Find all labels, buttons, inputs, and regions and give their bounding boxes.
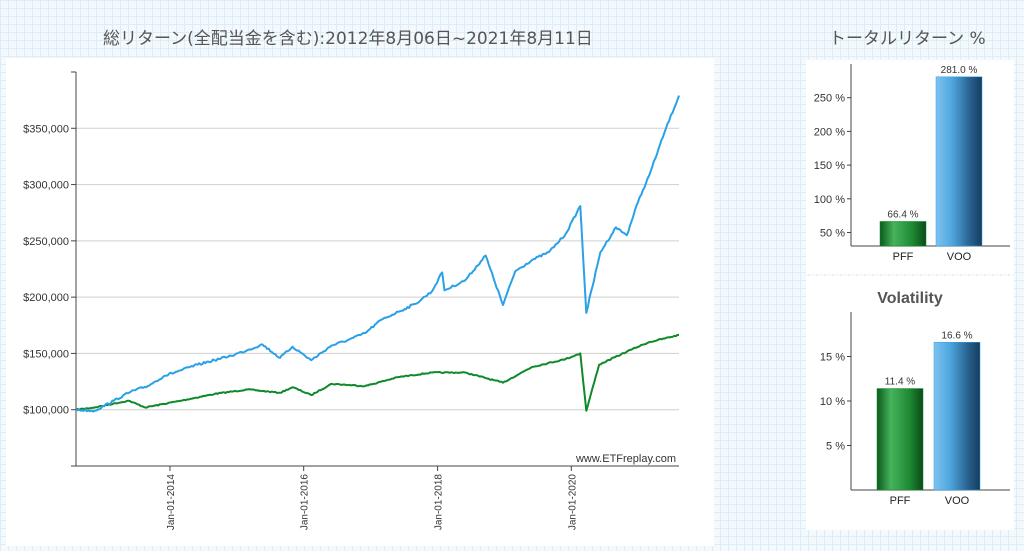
y-tick-label: 15 % [820,352,845,364]
growth-y-axis: $100,000 $150,000 $200,000 $250,000 $300,000… [23,123,76,417]
bar-voo [933,342,981,491]
y-tick-label: 150 % [814,160,845,172]
data-label-voo: 281.0 % [941,65,978,76]
y-tick-label: $200,000 [23,292,69,304]
bar-voo [935,76,983,247]
total-return-chart: 50 % 100 % 150 % 200 % 250 % 66.4 % PFF 281.0 %… [814,64,1010,263]
y-tick-label: 5 % [826,441,845,453]
growth-chart: $100,000 $150,000 $200,000 $250,000 $300,000… [23,71,680,530]
y-tick-label: $150,000 [23,348,69,360]
x-tick-label: Jan-01-2018 [434,474,445,531]
x-tick-label: Jan-01-2016 [300,474,311,531]
y-tick-label: $350,000 [23,123,69,135]
category-label-pff: PFF [890,495,911,507]
bar-pff [879,221,927,247]
x-tick-label: Jan-01-2014 [166,474,177,531]
y-tick-label: 50 % [820,228,845,240]
y-tick-label: $250,000 [23,236,69,248]
volatility-chart: Volatility 5 % 10 % 15 % 11.4 % PFF 16.6 % VOO [820,290,1010,507]
watermark: www.ETFreplay.com [575,453,676,465]
growth-x-axis: Jan-01-2014 Jan-01-2016 Jan-01-2018 Jan-01-… [166,466,578,530]
total-return-panel: 50 % 100 % 150 % 200 % 250 % 66.4 % PFF 281.0 %… [806,60,1014,274]
growth-gridlines [76,127,679,411]
category-label-pff: PFF [893,251,914,263]
volatility-panel: Volatility 5 % 10 % 15 % 11.4 % PFF 16.6 % VOO [806,276,1014,530]
bar-pff [876,388,924,491]
y-tick-label: 200 % [814,126,845,138]
category-label-voo: VOO [945,495,970,507]
growth-axes [71,71,679,467]
x-tick-label: Jan-01-2020 [567,474,578,531]
data-label-pff: 66.4 % [887,209,918,220]
y-tick-label: 250 % [814,93,845,105]
growth-chart-title: 総リターン(全配当金を含む):2012年8月06日~2021年8月11日 [103,29,593,49]
data-label-voo: 16.6 % [941,330,972,341]
y-tick-label: 10 % [820,396,845,408]
y-tick-label: $100,000 [23,405,69,417]
data-label-pff: 11.4 % [885,377,915,388]
series-line-pff [75,333,680,412]
volatility-title: Volatility [877,290,943,307]
growth-chart-panel: $100,000 $150,000 $200,000 $250,000 $300,000… [6,58,714,546]
y-tick-label: 100 % [814,194,845,206]
growth-series [75,95,680,413]
y-tick-label: $300,000 [23,180,69,192]
total-return-title: トータルリターン % [829,29,986,49]
category-label-voo: VOO [947,251,972,263]
series-line-voo [75,95,680,413]
